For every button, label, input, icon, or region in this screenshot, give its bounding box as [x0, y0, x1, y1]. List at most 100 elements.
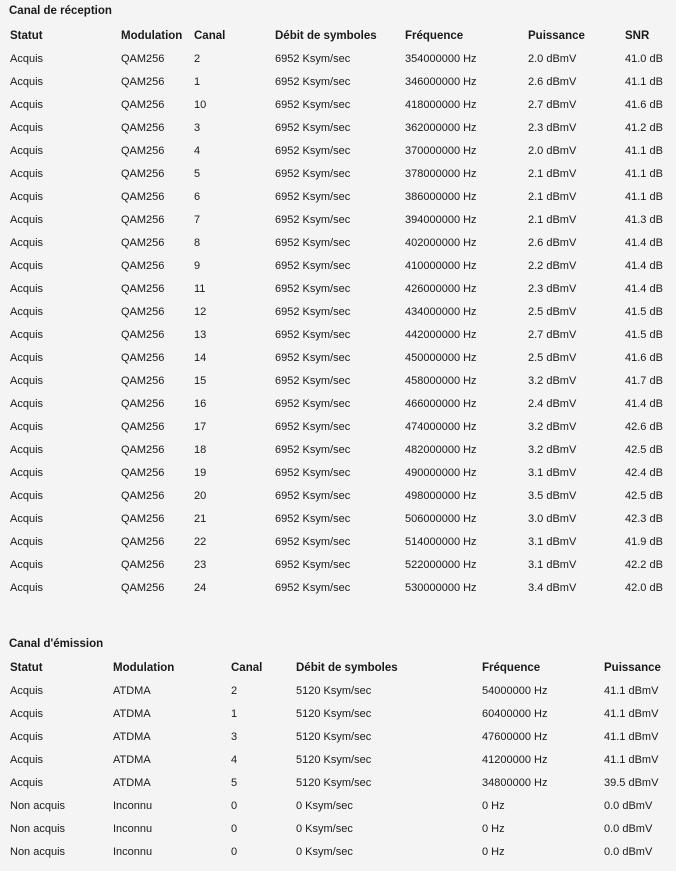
table-row: Acquis QAM256 5 6952 Ksym/sec 378000000 Hz 2.…	[0, 167, 676, 190]
cell-frequency: 426000000 Hz	[405, 283, 477, 295]
cell-symbol-rate: 6952 Ksym/sec	[275, 467, 351, 479]
cell-status: Acquis	[10, 559, 44, 571]
cell-status: Acquis	[10, 283, 44, 295]
cell-snr: 41.7 dB	[625, 375, 663, 387]
table-row: Acquis QAM256 18 6952 Ksym/sec 482000000 Hz 3…	[0, 443, 676, 466]
cell-status: Acquis	[10, 76, 44, 88]
cell-status: Acquis	[10, 122, 44, 134]
cell-frequency: 410000000 Hz	[405, 260, 477, 272]
table-row: Acquis QAM256 1 6952 Ksym/sec 346000000 Hz 2.…	[0, 75, 676, 98]
column-header-snr: SNR	[625, 30, 650, 42]
cell-symbol-rate: 6952 Ksym/sec	[275, 53, 351, 65]
cell-frequency: 506000000 Hz	[405, 513, 477, 525]
column-header-channel: Canal	[231, 662, 263, 674]
cell-frequency: 354000000 Hz	[405, 53, 477, 65]
table-row: Acquis ATDMA 2 5120 Ksym/sec 54000000 Hz 41.1…	[0, 684, 676, 707]
cell-frequency: 434000000 Hz	[405, 306, 477, 318]
cell-frequency: 522000000 Hz	[405, 559, 477, 571]
column-header-status: Statut	[10, 30, 43, 42]
cell-status: Acquis	[10, 731, 44, 743]
cell-modulation: ATDMA	[113, 685, 151, 697]
cell-symbol-rate: 6952 Ksym/sec	[275, 582, 351, 594]
table-row: Acquis QAM256 17 6952 Ksym/sec 474000000 Hz 3…	[0, 420, 676, 443]
cell-modulation: QAM256	[121, 145, 165, 157]
cell-frequency: 0 Hz	[482, 846, 505, 858]
cell-frequency: 442000000 Hz	[405, 329, 477, 341]
cell-modulation: QAM256	[121, 329, 165, 341]
table-row: Acquis QAM256 15 6952 Ksym/sec 458000000 Hz 3…	[0, 374, 676, 397]
cell-status: Acquis	[10, 329, 44, 341]
cell-power: 3.0 dBmV	[528, 513, 577, 525]
cell-channel: 19	[194, 467, 207, 479]
cell-symbol-rate: 6952 Ksym/sec	[275, 421, 351, 433]
cell-modulation: QAM256	[121, 168, 165, 180]
column-header-modulation: Modulation	[121, 30, 183, 42]
cell-channel: 14	[194, 352, 207, 364]
cell-power: 41.1 dBmV	[604, 708, 659, 720]
cell-modulation: Inconnu	[113, 800, 153, 812]
cell-status: Acquis	[10, 214, 44, 226]
cell-power: 2.7 dBmV	[528, 329, 577, 341]
cell-power: 39.5 dBmV	[604, 777, 659, 789]
cell-snr: 42.3 dB	[625, 513, 663, 525]
cell-status: Acquis	[10, 467, 44, 479]
cell-symbol-rate: 5120 Ksym/sec	[296, 754, 372, 766]
cell-frequency: 346000000 Hz	[405, 76, 477, 88]
cell-power: 3.1 dBmV	[528, 467, 577, 479]
cell-power: 0.0 dBmV	[604, 800, 653, 812]
cell-snr: 41.5 dB	[625, 329, 663, 341]
header-row: Statut Modulation Canal Débit de symboles Fr…	[0, 661, 676, 684]
table-row: Acquis QAM256 6 6952 Ksym/sec 386000000 Hz 2.…	[0, 190, 676, 213]
cell-frequency: 378000000 Hz	[405, 168, 477, 180]
cell-modulation: QAM256	[121, 214, 165, 226]
cell-modulation: QAM256	[121, 444, 165, 456]
cell-modulation: QAM256	[121, 76, 165, 88]
cell-status: Acquis	[10, 168, 44, 180]
cell-power: 2.3 dBmV	[528, 122, 577, 134]
cell-status: Acquis	[10, 53, 44, 65]
cell-snr: 42.2 dB	[625, 559, 663, 571]
cell-symbol-rate: 5120 Ksym/sec	[296, 708, 372, 720]
cell-symbol-rate: 6952 Ksym/sec	[275, 76, 351, 88]
cell-channel: 5	[194, 168, 201, 180]
cell-snr: 42.6 dB	[625, 421, 663, 433]
cell-snr: 41.1 dB	[625, 168, 663, 180]
cell-modulation: QAM256	[121, 352, 165, 364]
cell-power: 0.0 dBmV	[604, 846, 653, 858]
cell-symbol-rate: 5120 Ksym/sec	[296, 685, 372, 697]
cell-symbol-rate: 5120 Ksym/sec	[296, 731, 372, 743]
column-header-frequency: Fréquence	[482, 662, 541, 674]
cell-power: 3.5 dBmV	[528, 490, 577, 502]
cell-frequency: 0 Hz	[482, 823, 505, 835]
table-row: Acquis QAM256 16 6952 Ksym/sec 466000000 Hz 2…	[0, 397, 676, 420]
cell-modulation: QAM256	[121, 237, 165, 249]
cell-modulation: QAM256	[121, 191, 165, 203]
cell-channel: 2	[194, 53, 201, 65]
cell-frequency: 47600000 Hz	[482, 731, 548, 743]
cell-channel: 4	[194, 145, 201, 157]
cell-power: 3.4 dBmV	[528, 582, 577, 594]
table-row: Acquis ATDMA 1 5120 Ksym/sec 60400000 Hz 41.1…	[0, 707, 676, 730]
cell-symbol-rate: 6952 Ksym/sec	[275, 490, 351, 502]
cell-power: 41.1 dBmV	[604, 731, 659, 743]
cell-status: Acquis	[10, 513, 44, 525]
table-row: Acquis QAM256 3 6952 Ksym/sec 362000000 Hz 2.…	[0, 121, 676, 144]
cell-power: 3.2 dBmV	[528, 421, 577, 433]
cell-frequency: 530000000 Hz	[405, 582, 477, 594]
table-row: Acquis QAM256 21 6952 Ksym/sec 506000000 Hz 3…	[0, 512, 676, 535]
cell-frequency: 60400000 Hz	[482, 708, 548, 720]
cell-frequency: 362000000 Hz	[405, 122, 477, 134]
cell-modulation: QAM256	[121, 122, 165, 134]
cell-status: Acquis	[10, 582, 44, 594]
cell-status: Non acquis	[10, 823, 66, 835]
cell-status: Acquis	[10, 685, 44, 697]
cell-channel: 13	[194, 329, 207, 341]
cell-snr: 41.3 dB	[625, 214, 663, 226]
cell-channel: 17	[194, 421, 207, 433]
cell-power: 2.2 dBmV	[528, 260, 577, 272]
cell-status: Acquis	[10, 375, 44, 387]
cell-frequency: 418000000 Hz	[405, 99, 477, 111]
cell-modulation: ATDMA	[113, 731, 151, 743]
cell-symbol-rate: 6952 Ksym/sec	[275, 191, 351, 203]
cell-symbol-rate: 6952 Ksym/sec	[275, 283, 351, 295]
